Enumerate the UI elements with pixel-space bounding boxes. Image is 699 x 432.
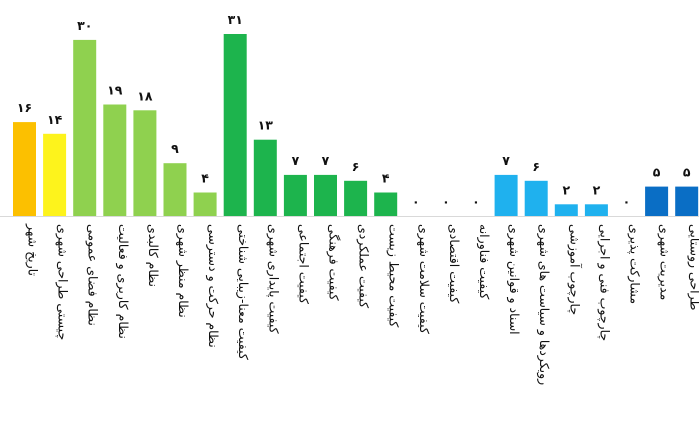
value-label: ۴ bbox=[201, 171, 209, 186]
value-label: ۱۹ bbox=[107, 83, 123, 98]
value-label: ۵ bbox=[683, 165, 691, 180]
category-label: نظام کالبدی bbox=[146, 224, 161, 287]
value-label: ۷ bbox=[292, 153, 300, 168]
bar bbox=[584, 204, 608, 216]
value-label: ۳۱ bbox=[228, 12, 243, 27]
bar bbox=[675, 186, 699, 216]
category-label: نظام حرکت و دسترسی bbox=[205, 224, 221, 348]
category-label: چیستی طراحی شهری bbox=[55, 224, 71, 340]
category-label: چارچوب آموزشی bbox=[566, 224, 582, 315]
category-label: اسناد و قوانین شهری bbox=[506, 224, 522, 335]
bar bbox=[494, 174, 518, 216]
category-labels-layer: تاریخ شهر چیستی طراحی شهری نظام فضای عمومی… bbox=[25, 223, 699, 385]
bar bbox=[193, 192, 217, 216]
value-label: ۲ bbox=[593, 182, 601, 197]
category-label: تاریخ شهر bbox=[25, 223, 41, 276]
category-label: کیفیت عملکردی bbox=[356, 224, 372, 308]
bar bbox=[43, 133, 67, 216]
value-label: ۹ bbox=[171, 141, 179, 156]
value-label: ۵ bbox=[653, 165, 661, 180]
category-label: رویکردها و سیاست های شهری bbox=[536, 224, 552, 385]
category-label: طراحی روستایی bbox=[687, 224, 699, 311]
value-label: ۰ bbox=[472, 194, 480, 209]
bar bbox=[344, 180, 368, 216]
bar bbox=[223, 34, 247, 216]
bar bbox=[133, 110, 157, 216]
value-label: ۶ bbox=[352, 159, 360, 174]
category-label: کیفیت اقتصادی bbox=[447, 224, 462, 303]
category-label: نظام منظر شهری bbox=[175, 224, 191, 318]
value-label: ۰ bbox=[623, 194, 631, 209]
category-label: مدیریت شهری bbox=[657, 224, 673, 300]
bar bbox=[283, 174, 307, 216]
category-label: کیفیت معنا-زیبایی شناختی bbox=[235, 224, 251, 360]
bar bbox=[314, 174, 337, 216]
value-label: ۶ bbox=[532, 159, 540, 174]
value-label: ۰ bbox=[412, 194, 420, 209]
category-label: نظام فضای عمومی bbox=[85, 224, 101, 326]
category-label: کیفیت پایداری شهری bbox=[265, 224, 281, 334]
bar bbox=[253, 139, 277, 216]
category-label: کیفیت محیط زیست bbox=[386, 224, 402, 327]
value-labels-layer: ۱۶ ۱۴ ۳۰ ۱۹ ۱۸ ۹ ۴ ۳۱ ۱۳ ۷ ۷ ۶ ۴ ۰ ۰ ۰ ۷ ۶ ۲ ۲ ۰ ۵ ۵ bbox=[17, 12, 691, 209]
category-label: کیفیت سلامت شهری bbox=[416, 224, 432, 334]
value-label: ۱۸ bbox=[137, 88, 153, 103]
category-label: چارچوب فنی و اجرایی bbox=[596, 224, 612, 341]
bar bbox=[524, 180, 548, 216]
bar bbox=[163, 163, 187, 216]
category-label: کیفیت فرهنگی bbox=[326, 224, 342, 301]
value-label: ۱۴ bbox=[47, 112, 63, 127]
category-label: نظام کاربری و فعالیت bbox=[115, 224, 131, 339]
bar bbox=[554, 204, 578, 216]
value-label: ۱۶ bbox=[17, 100, 32, 115]
bars-layer bbox=[13, 34, 699, 217]
category-label: کیفیت فناورانه bbox=[476, 224, 492, 299]
category-label: مشارکت پذیری bbox=[627, 224, 643, 304]
value-label: ۲ bbox=[562, 182, 570, 197]
value-label: ۰ bbox=[442, 194, 450, 209]
category-label: کیفیت اجتماعی bbox=[296, 224, 311, 304]
bar bbox=[374, 192, 398, 216]
value-label: ۷ bbox=[502, 153, 510, 168]
bar bbox=[103, 104, 127, 216]
value-label: ۱۳ bbox=[258, 118, 274, 133]
value-label: ۳۰ bbox=[77, 18, 92, 33]
bar bbox=[13, 122, 36, 216]
bar bbox=[73, 39, 97, 217]
value-label: ۷ bbox=[322, 153, 330, 168]
value-label: ۴ bbox=[382, 171, 390, 186]
bar bbox=[645, 186, 669, 216]
